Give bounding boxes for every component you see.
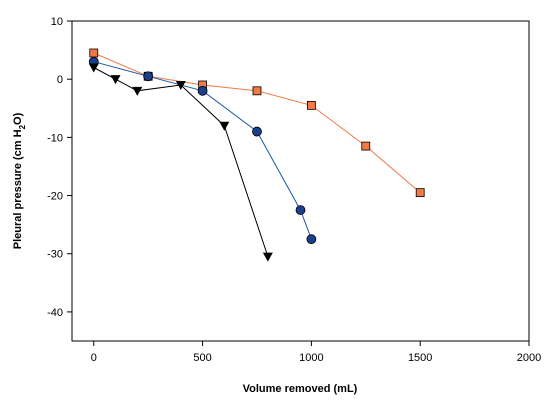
data-point-triangle — [262, 252, 273, 262]
y-tick-label: 0 — [57, 74, 63, 86]
data-point-square — [306, 100, 316, 110]
axis-ticks: 0 500 1000 1500 2000 10 0 -10 -20 -30 -40 — [47, 16, 541, 364]
data-point-triangle — [110, 75, 121, 85]
y-tick-label: -20 — [47, 191, 63, 203]
series-triangle-down — [88, 63, 273, 262]
x-tick-label: 0 — [91, 352, 97, 364]
series-line-triangle-down — [93, 67, 269, 257]
data-point-triangle — [132, 86, 143, 96]
x-tick-label: 2000 — [517, 352, 541, 364]
data-point-square — [89, 48, 99, 58]
series-layer — [88, 48, 425, 262]
data-point-square — [361, 141, 371, 151]
data-point-square — [415, 188, 425, 198]
plot-area-frame — [71, 20, 530, 342]
x-tick-label: 500 — [193, 352, 211, 364]
y-axis-label-end: O) — [12, 112, 24, 125]
data-point-circle — [306, 234, 317, 245]
data-point-circle — [197, 85, 208, 96]
data-point-triangle — [175, 81, 186, 90]
y-tick-label: -40 — [47, 307, 63, 319]
series-line-square — [93, 52, 421, 193]
y-tick-label: -10 — [47, 132, 63, 144]
data-point-triangle — [88, 63, 99, 73]
data-point-square — [252, 86, 262, 96]
y-axis-label-subscript: 2 — [18, 124, 27, 129]
y-tick-label: -30 — [47, 249, 63, 261]
data-point-circle — [252, 126, 262, 137]
x-tick-label: 1500 — [408, 352, 432, 364]
x-axis-label: Volume removed (mL) — [243, 383, 358, 395]
y-axis-label-main: Pleural pressure (cm H — [12, 129, 24, 249]
series-line-circle — [93, 61, 312, 240]
x-tick-label: 1000 — [299, 352, 323, 364]
data-point-triangle — [219, 121, 230, 131]
data-point-circle — [143, 71, 154, 82]
data-point-circle — [295, 205, 306, 215]
y-tick-label: 10 — [51, 16, 63, 28]
series-square — [89, 48, 425, 198]
y-axis-label: Pleural pressure (cm H2O) — [12, 112, 27, 249]
